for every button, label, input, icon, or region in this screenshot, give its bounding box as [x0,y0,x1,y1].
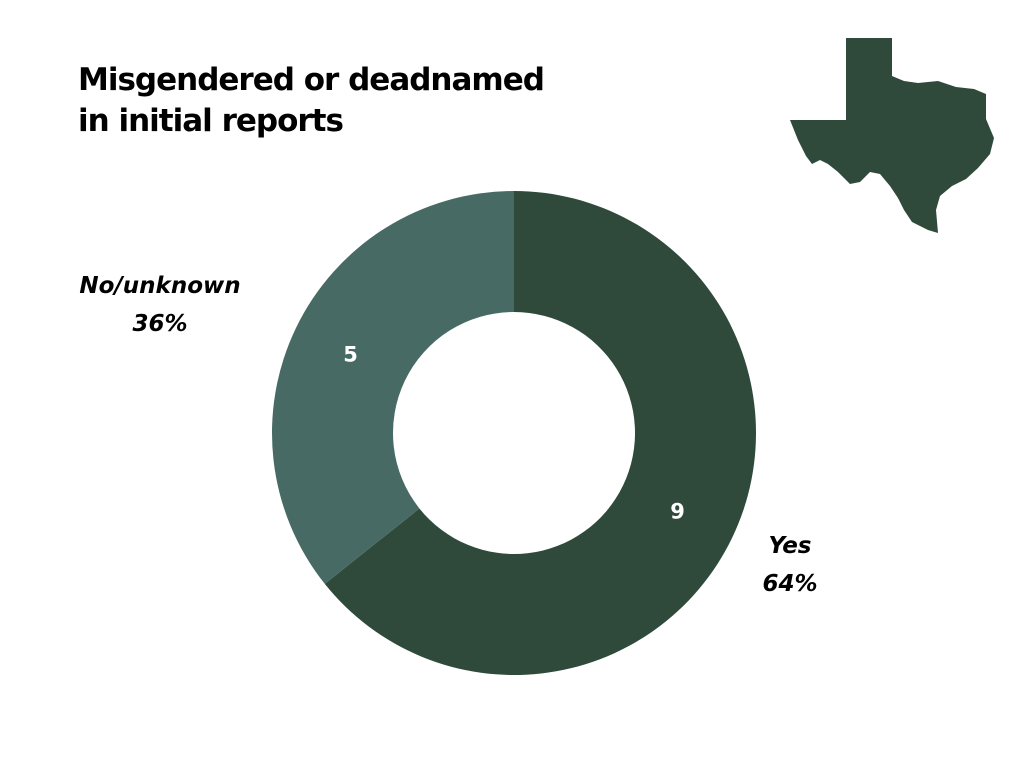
callout-no-unknown-label: No/unknown [79,273,241,299]
chart-title-line-2: in initial reports [78,103,344,139]
callout-yes-percent: 64% [762,571,818,597]
callout-no-unknown: No/unknown 36% [60,267,260,343]
chart-title-line-1: Misgendered or deadnamed [78,62,545,98]
texas-map-icon [790,38,994,233]
slice-value-labels: 95 [343,342,685,523]
slice-value-no-unknown: 5 [343,342,358,366]
chart-title: Misgendered or deadnamed in initial repo… [78,60,545,142]
callout-yes-label: Yes [768,533,812,559]
donut-slice-no-unknown [272,191,514,584]
donut-slices [272,191,756,675]
callout-no-unknown-percent: 36% [132,311,188,337]
slice-value-yes: 9 [670,500,685,524]
callout-yes: Yes 64% [728,527,852,603]
donut-slice-yes [324,191,756,675]
